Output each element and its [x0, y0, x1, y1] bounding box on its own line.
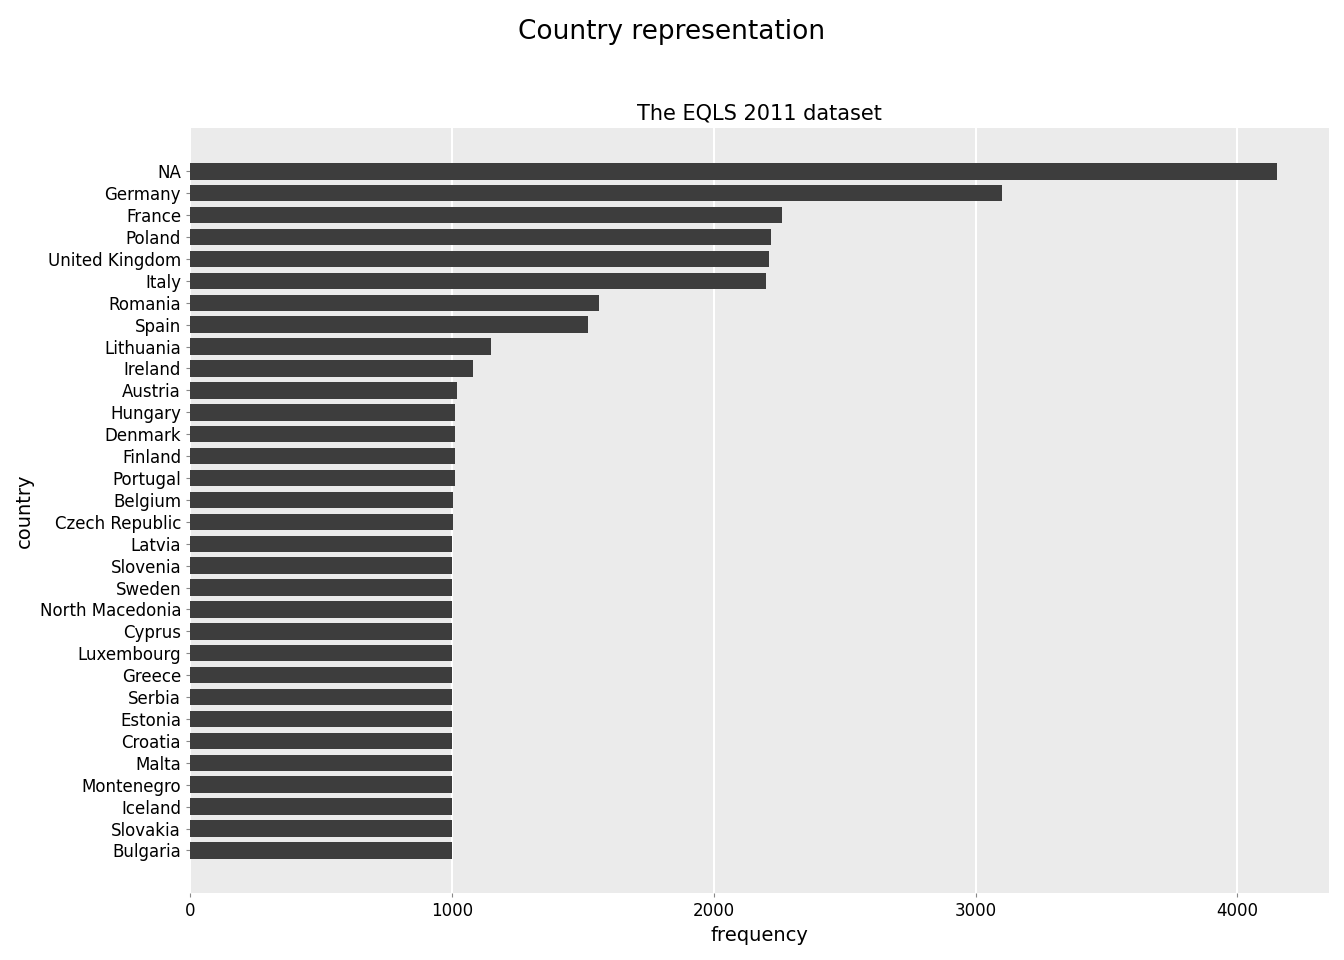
Bar — [190, 514, 453, 530]
Bar — [190, 317, 589, 333]
Bar — [190, 645, 452, 661]
Title: The EQLS 2011 dataset: The EQLS 2011 dataset — [637, 104, 882, 124]
Bar — [190, 185, 1001, 202]
Bar — [190, 338, 491, 355]
Bar — [190, 228, 771, 245]
Bar — [190, 492, 453, 508]
Bar — [190, 295, 598, 311]
Bar — [190, 448, 454, 465]
Bar — [190, 360, 473, 376]
Bar — [190, 558, 452, 574]
Text: Country representation: Country representation — [519, 19, 825, 45]
Bar — [190, 689, 452, 706]
Bar — [190, 536, 452, 552]
Bar — [190, 251, 769, 267]
Bar — [190, 426, 454, 443]
Bar — [190, 382, 457, 398]
Bar — [190, 755, 452, 771]
Bar — [190, 820, 452, 837]
Bar — [190, 163, 1277, 180]
Bar — [190, 710, 452, 728]
Bar — [190, 404, 454, 420]
Bar — [190, 777, 452, 793]
Bar — [190, 623, 452, 639]
Bar — [190, 667, 452, 684]
Bar — [190, 207, 782, 224]
Bar — [190, 579, 452, 596]
Bar — [190, 273, 766, 289]
Bar — [190, 732, 452, 749]
X-axis label: frequency: frequency — [711, 926, 809, 945]
Y-axis label: country: country — [15, 473, 34, 548]
Bar — [190, 842, 452, 858]
Bar — [190, 469, 454, 486]
Bar — [190, 799, 452, 815]
Bar — [190, 601, 452, 617]
